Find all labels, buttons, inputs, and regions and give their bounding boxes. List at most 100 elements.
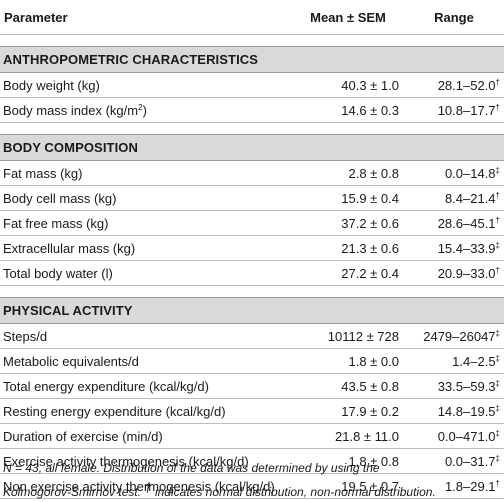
cell-parameter: Exercise activity thermogenesis (kcal/kg… [0,448,292,474]
table-row: Extracellular mass (kg) 21.3 ± 0.6 15.4–33… [0,235,504,261]
cell-range: 8.4–21.4† [404,185,504,211]
cell-mean-sem: 15.9 ± 0.4 [292,185,404,211]
cell-mean-sem: 37.2 ± 0.6 [292,210,404,236]
cell-range: 33.5–59.3‡ [404,373,504,399]
cell-mean-sem: 40.3 ± 1.0 [292,72,404,98]
range-value: 1.4–2.5 [452,353,496,369]
cell-parameter: Extracellular mass (kg) [0,235,292,261]
parameter-text: Total energy expenditure (kcal/kg/d) [3,378,209,394]
cell-mean-sem: 43.5 ± 0.8 [292,373,404,399]
cell-range: 14.8–19.5‡ [404,398,504,424]
spacer-cell [0,35,504,47]
cell-mean-sem: 27.2 ± 0.4 [292,260,404,286]
cell-parameter: Non exercise activity thermogenesis (kca… [0,473,292,499]
range-value: 0.0–14.8 [444,165,496,181]
footnote-test: Kolmogorov-Smirnov test. [3,485,142,499]
cell-mean-sem: 21.3 ± 0.6 [292,235,404,261]
header-parameter: Parameter [0,0,292,35]
section-header-row: BODY COMPOSITION [0,134,504,161]
distribution-mark: † [495,478,500,488]
table-row: Body mass index (kg/m2) 14.6 ± 0.3 10.8–17… [0,97,504,123]
distribution-mark: ‡ [495,428,500,438]
distribution-mark: ‡ [495,240,500,250]
cell-range: 15.4–33.9‡ [404,235,504,261]
section-header-row: PHYSICAL ACTIVITY [0,297,504,324]
parameter-text-end: ) [142,102,147,118]
table-row: Fat mass (kg) 2.8 ± 0.8 0.0–14.8‡ [0,160,504,186]
section-title: ANTHROPOMETRIC CHARACTERISTICS [0,46,504,73]
parameter-text: Body cell mass (kg) [3,190,117,206]
cell-parameter: Body mass index (kg/m2) [0,97,292,123]
table-footnote: N = 43, all female. Distribution of the … [3,458,503,502]
section-title: PHYSICAL ACTIVITY [0,297,504,324]
cell-mean-sem: 19.5 ± 0.7 [292,473,404,499]
parameter-text: Duration of exercise (min/d) [3,428,163,444]
footnote-line-2: Kolmogorov-Smirnov test. † indicates nor… [3,478,503,502]
table-row: Duration of exercise (min/d) 21.8 ± 11.0 0… [0,423,504,449]
range-value: 28.6–45.1 [437,215,496,231]
parameter-text: Resting energy expenditure (kcal/kg/d) [3,403,226,419]
table-row: Non exercise activity thermogenesis (kca… [0,473,504,499]
table-row: Total body water (l) 27.2 ± 0.4 20.9–33.0† [0,260,504,286]
distribution-mark: ‡ [495,328,500,338]
distribution-mark: † [495,190,500,200]
cell-mean-sem: 17.9 ± 0.2 [292,398,404,424]
table-row: Body cell mass (kg) 15.9 ± 0.4 8.4–21.4† [0,185,504,211]
cell-range: 0.0–471.0‡ [404,423,504,449]
header-range: Range [404,0,504,35]
cell-mean-sem: 2.8 ± 0.8 [292,160,404,186]
distribution-mark: ‡ [495,403,500,413]
parameter-text: Exercise activity thermogenesis (kcal/kg… [3,453,249,469]
cell-parameter: Total energy expenditure (kcal/kg/d) [0,373,292,399]
cell-range: 2479–26047‡ [404,323,504,349]
table-row: Steps/d 10112 ± 728 2479–26047‡ [0,323,504,349]
section-header-row: ANTHROPOMETRIC CHARACTERISTICS [0,46,504,73]
section-title: BODY COMPOSITION [0,134,504,161]
cell-range: 1.4–2.5‡ [404,348,504,374]
parameter-text: Fat free mass (kg) [3,215,109,231]
range-value: 2479–26047 [423,328,496,344]
distribution-mark: † [495,102,500,112]
header-row: Parameter Mean ± SEM Range [0,0,504,35]
cell-mean-sem: 10112 ± 728 [292,323,404,349]
range-value: 14.8–19.5 [437,403,496,419]
section-spacer [0,35,504,47]
range-value: 0.0–471.0 [437,428,496,444]
range-value: 1.8–29.1 [444,478,496,494]
cell-parameter: Fat mass (kg) [0,160,292,186]
table-row: Total energy expenditure (kcal/kg/d) 43.5… [0,373,504,399]
range-value: 20.9–33.0 [437,265,496,281]
parameter-text: Non exercise activity thermogenesis (kca… [3,478,275,494]
distribution-mark: ‡ [495,353,500,363]
table-body: ANTHROPOMETRIC CHARACTERISTICS Body weigh… [0,35,504,499]
cell-parameter: Resting energy expenditure (kcal/kg/d) [0,398,292,424]
distribution-mark: † [495,77,500,87]
distribution-mark: † [495,265,500,275]
cell-range: 20.9–33.0† [404,260,504,286]
cell-parameter: Duration of exercise (min/d) [0,423,292,449]
cell-parameter: Body weight (kg) [0,72,292,98]
cell-mean-sem: 14.6 ± 0.3 [292,97,404,123]
range-value: 8.4–21.4 [444,190,496,206]
parameter-text: Metabolic equivalents/d [3,353,139,369]
distribution-mark: ‡ [495,453,500,463]
cell-range: 28.1–52.0† [404,72,504,98]
cell-range: 0.0–14.8‡ [404,160,504,186]
cell-parameter: Body cell mass (kg) [0,185,292,211]
cell-range: 1.8–29.1† [404,473,504,499]
parameter-text: Steps/d [3,328,48,344]
section-spacer [0,286,504,298]
range-value: 10.8–17.7 [437,102,496,118]
cell-range: 10.8–17.7† [404,97,504,123]
header-mean: Mean ± SEM [292,0,404,35]
parameter-superscript: 2 [138,102,143,112]
range-value: 15.4–33.9 [437,240,496,256]
parameter-text: Body weight (kg) [3,77,100,93]
parameter-text: Total body water (l) [3,265,113,281]
range-value: 0.0–31.7 [444,453,496,469]
range-value: 33.5–59.3 [437,378,496,394]
distribution-mark: ‡ [495,165,500,175]
distribution-mark: † [495,215,500,225]
